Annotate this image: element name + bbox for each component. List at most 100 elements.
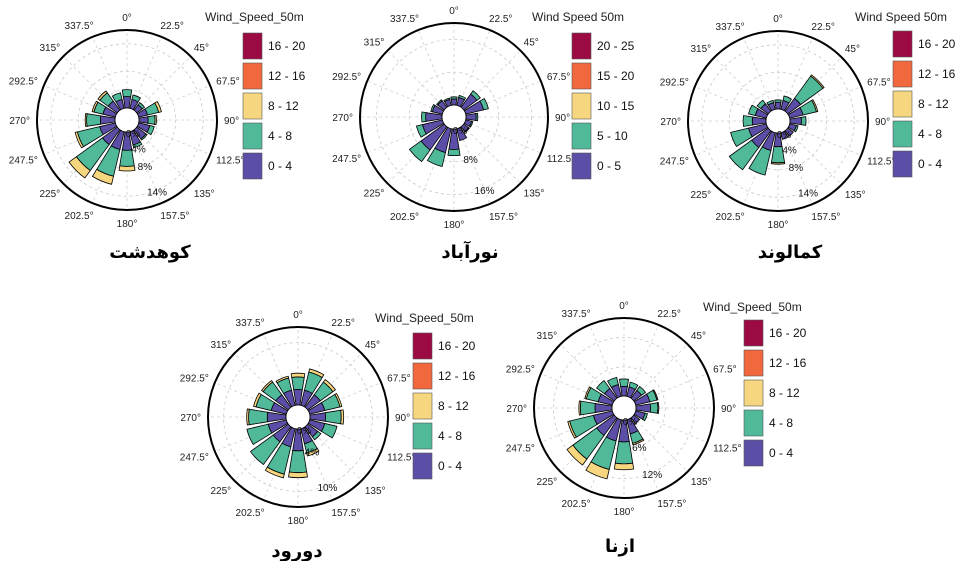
direction-label: 0° [293, 310, 303, 321]
ring-label: 8% [789, 163, 804, 174]
direction-label: 157.5° [331, 508, 360, 519]
center-hole [611, 395, 637, 421]
grid-spoke [788, 125, 862, 156]
ring-label: 12% [642, 470, 662, 481]
legend-swatch [892, 120, 913, 148]
grid-spoke [786, 129, 842, 185]
wind-bar [728, 139, 760, 171]
legend-label: 4 - 8 [438, 429, 462, 443]
wind-bar [290, 372, 306, 378]
direction-label: 247.5° [506, 443, 535, 454]
legend-label: 16 - 20 [438, 339, 476, 353]
wind-bar [652, 389, 659, 401]
legend-label: 8 - 12 [918, 97, 949, 111]
windrose-panel-3: 0% 4% 8% 14% 0° 22.5° 45° 67.5° 90° 112.5° 135° 157… [660, 10, 956, 263]
wind-bar [578, 400, 582, 416]
wind-bar [585, 461, 610, 480]
wind-bar [436, 99, 443, 106]
direction-label: 202.5° [716, 212, 745, 223]
direction-label: 315° [39, 43, 60, 54]
legend-swatch [743, 439, 764, 467]
legend-label: 16 - 20 [268, 39, 306, 53]
direction-label: 157.5° [489, 212, 518, 223]
ring-label: 16% [475, 186, 495, 197]
wind-bar [248, 408, 269, 426]
wind-bar [91, 100, 99, 113]
direction-label: 45° [365, 340, 380, 351]
direction-label: 45° [194, 43, 209, 54]
legend-swatch [892, 30, 913, 58]
windrose-panel-4: 0% 4% 10% 0° 22.5° 45° 67.5° 90° 112.5° 135° 157.5… [180, 310, 476, 561]
legend-swatch [892, 150, 913, 178]
grid-spoke [367, 80, 444, 113]
direction-label: 292.5° [9, 77, 38, 88]
wind-bar [774, 99, 782, 103]
direction-label: 90° [555, 113, 570, 124]
legend-swatch [242, 62, 263, 90]
direction-label: 135° [691, 477, 712, 488]
direction-label: 112.5° [547, 154, 575, 165]
legend-swatch [242, 152, 263, 180]
wind-bar [121, 89, 133, 98]
ring-label: 8% [463, 155, 478, 166]
wind-bar [567, 420, 577, 439]
direction-label: 22.5° [160, 21, 183, 32]
direction-label: 225° [210, 486, 231, 497]
wind-bar [306, 447, 320, 457]
direction-label: 225° [39, 189, 60, 200]
center-hole [441, 104, 467, 130]
wind-bar [86, 113, 102, 127]
legend-swatch [743, 319, 764, 347]
wind-bar [800, 116, 807, 126]
legend-label: 12 - 16 [769, 356, 807, 370]
legend-swatch [571, 32, 592, 60]
wind-bar [475, 112, 479, 122]
ring-label: 4% [131, 145, 146, 156]
grid-spoke [743, 37, 774, 111]
direction-label: 225° [364, 189, 385, 200]
grid-spoke [458, 30, 491, 107]
direction-label: 45° [524, 37, 539, 48]
wind-bar [137, 101, 146, 110]
legend-label: 10 - 15 [597, 99, 635, 113]
direction-label: 112.5° [867, 156, 895, 167]
direction-label: 315° [210, 340, 231, 351]
legend-label: 12 - 16 [918, 67, 956, 81]
ring-label: 4% [305, 448, 320, 459]
legend-title: Wind_Speed_50m [205, 10, 304, 24]
direction-label: 315° [536, 331, 557, 342]
wind-bar [260, 379, 274, 393]
wind-bar [614, 441, 634, 465]
direction-label: 45° [691, 331, 706, 342]
wind-bar [74, 131, 85, 149]
windrose-panel-5: 0% 6% 12% 0° 22.5° 45° 67.5° 90° 112.5° 135° 157.5… [506, 300, 807, 557]
wind-bar [606, 376, 619, 388]
wind-bar [131, 94, 142, 103]
legend-label: 12 - 16 [438, 369, 476, 383]
wind-bar [742, 115, 754, 127]
direction-label: 202.5° [562, 499, 591, 510]
direction-label: 135° [194, 189, 215, 200]
direction-label: 247.5° [660, 156, 689, 167]
wind-bar [730, 127, 753, 147]
ring-label: 10% [317, 483, 337, 494]
windrose-panel-1: 0% 4% 8% 14% 0° 22.5° 45° 67.5° 90° 112.5° 135° 157… [9, 10, 306, 263]
wind-bar [97, 90, 108, 101]
legend-swatch [242, 92, 263, 120]
direction-label: 45° [845, 44, 860, 55]
ring-label: 14% [798, 189, 818, 200]
direction-label: 67.5° [547, 72, 570, 83]
direction-label: 202.5° [236, 508, 265, 519]
legend-swatch [412, 422, 433, 450]
legend-label: 4 - 8 [769, 416, 793, 430]
grid-ring [701, 44, 855, 198]
direction-label: 180° [117, 219, 138, 230]
direction-label: 337.5° [236, 318, 265, 329]
station-caption: کمالوند [758, 242, 823, 263]
direction-label: 247.5° [9, 155, 38, 166]
wind-bar [447, 148, 461, 157]
legend-swatch [412, 392, 433, 420]
legend-title: Wind_Speed_50m [703, 300, 802, 314]
direction-label: 135° [845, 190, 866, 201]
direction-label: 180° [444, 220, 465, 231]
